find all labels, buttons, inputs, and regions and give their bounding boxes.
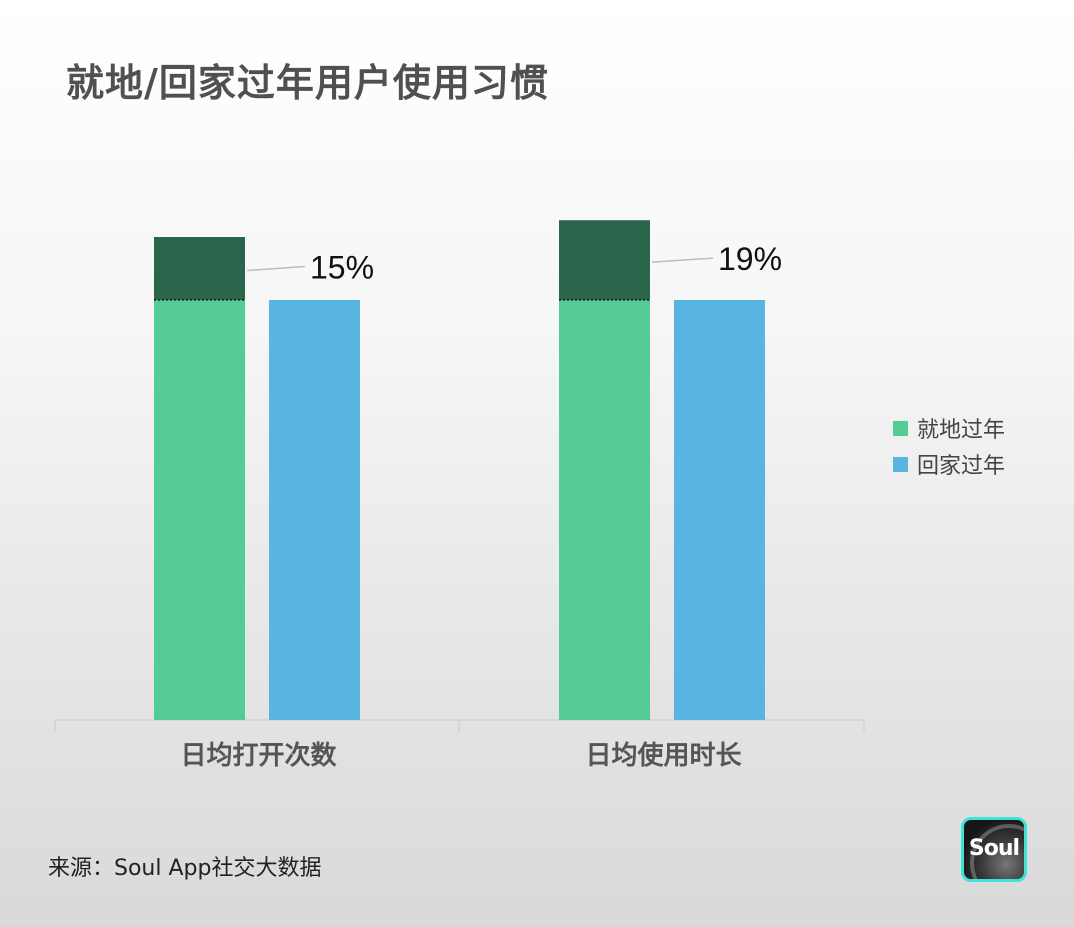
chart-title: 就地/回家过年用户使用习惯	[66, 61, 549, 105]
legend-label-home: 回家过年	[917, 454, 1006, 479]
legend-label-local: 就地过年	[917, 418, 1006, 443]
annotation-leader-0	[246, 265, 306, 272]
annotation-label-1: 19%	[718, 241, 782, 277]
legend-swatch-home	[893, 456, 908, 472]
category-label-1: 日均使用时长	[585, 741, 742, 771]
bar-local-1	[559, 300, 650, 720]
logo-swirl-icon	[970, 824, 1024, 879]
source-note: 来源：Soul App社交大数据	[48, 856, 322, 881]
bar-home-1	[674, 300, 765, 720]
legend-swatch-local	[893, 420, 908, 436]
legend: 就地过年 回家过年	[893, 410, 1005, 482]
bar-local-0	[154, 300, 245, 720]
bar-local-increase-1	[559, 220, 650, 300]
annotation-label-0: 15%	[310, 250, 374, 286]
category-label-0: 日均打开次数	[180, 741, 337, 771]
annotation-leader-1	[651, 257, 714, 263]
bar-home-0	[269, 300, 360, 720]
logo-text: Soul	[968, 836, 1020, 861]
soul-app-logo: Soul	[961, 817, 1027, 882]
bar-local-increase-0	[154, 237, 245, 300]
legend-item-local: 就地过年	[893, 410, 1005, 446]
legend-item-home: 回家过年	[893, 446, 1005, 482]
